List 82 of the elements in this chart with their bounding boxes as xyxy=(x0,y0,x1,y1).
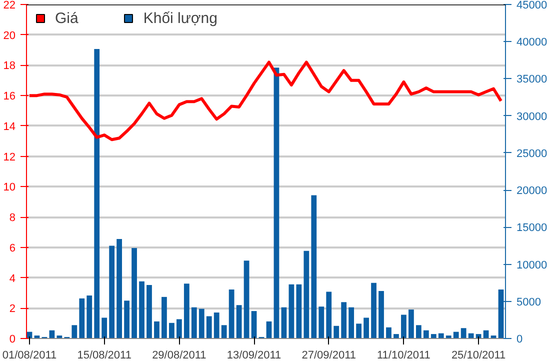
bar xyxy=(460,328,466,338)
bar xyxy=(102,318,108,338)
y-tick-label: 18 xyxy=(3,60,16,72)
bar xyxy=(274,68,280,338)
y2-tick-label: 45000 xyxy=(516,0,548,12)
bar xyxy=(288,284,294,338)
bar xyxy=(244,260,250,338)
y2-tick-label: 0 xyxy=(516,334,523,346)
bar xyxy=(146,285,152,338)
y-tick-label: 10 xyxy=(3,182,16,194)
bar xyxy=(86,295,92,338)
bar xyxy=(266,321,272,338)
bar xyxy=(169,322,174,338)
bar xyxy=(334,326,340,338)
bar xyxy=(251,311,257,338)
bar xyxy=(416,325,422,338)
legend-label: Giá xyxy=(55,10,78,26)
bar xyxy=(162,296,167,338)
y2-tick-label: 5000 xyxy=(516,296,541,308)
bar xyxy=(386,327,392,338)
bar xyxy=(79,298,85,338)
bar xyxy=(348,307,354,338)
bar xyxy=(124,300,130,338)
y2-tick-label: 30000 xyxy=(516,110,548,123)
bar xyxy=(311,195,317,338)
y2-tick-label: 20000 xyxy=(516,185,548,198)
bar xyxy=(176,319,182,338)
y2-tick-label: 10000 xyxy=(516,259,548,272)
bar xyxy=(401,314,406,338)
bar xyxy=(423,330,429,338)
y2-tick-label: 35000 xyxy=(516,74,548,86)
bar xyxy=(408,310,414,338)
bar xyxy=(341,302,347,338)
y-tick-label: 0 xyxy=(9,334,16,346)
x-tick-label: 15/08/2011 xyxy=(77,350,132,362)
x-tick-label: 25/10/2011 xyxy=(451,350,506,362)
bar xyxy=(109,246,115,338)
x-tick-label: 13/09/2011 xyxy=(226,350,282,362)
x-tick-label: 27/09/2011 xyxy=(302,350,356,362)
bar xyxy=(206,316,212,338)
y-tick-label: 14 xyxy=(3,120,16,133)
bar xyxy=(378,291,384,338)
bar xyxy=(498,290,504,338)
y-tick-label: 8 xyxy=(9,212,16,224)
bar xyxy=(228,290,234,338)
bar xyxy=(453,332,459,338)
x-tick-label: 01/08/2011 xyxy=(2,350,57,362)
bar xyxy=(296,284,302,338)
bar xyxy=(72,325,78,338)
x-tick-label: 29/08/2011 xyxy=(152,350,206,362)
legend-label: Khối lượng xyxy=(143,10,218,26)
bar xyxy=(356,324,362,338)
y-tick-label: 20 xyxy=(3,30,16,42)
bar xyxy=(326,292,332,338)
bar xyxy=(184,284,190,338)
y2-tick-label: 40000 xyxy=(516,36,548,49)
bar xyxy=(221,325,227,338)
y-tick-label: 16 xyxy=(3,90,16,103)
bar xyxy=(116,239,122,338)
bar xyxy=(236,305,242,338)
y2-tick-label: 25000 xyxy=(516,148,548,160)
bar xyxy=(281,307,287,338)
bar xyxy=(132,248,137,338)
bar xyxy=(139,281,144,338)
y-tick-label: 4 xyxy=(9,272,16,285)
y2-tick-label: 15000 xyxy=(516,222,548,234)
y-tick-label: 12 xyxy=(3,151,16,164)
bar xyxy=(214,312,220,338)
bar xyxy=(430,334,436,338)
y-tick-label: 22 xyxy=(3,0,16,12)
bar xyxy=(364,318,369,338)
bar xyxy=(318,306,324,338)
bar xyxy=(154,321,160,338)
bar xyxy=(394,334,399,338)
bar xyxy=(304,250,310,338)
y-tick-label: 2 xyxy=(9,303,16,316)
bar xyxy=(94,49,100,338)
bar xyxy=(198,308,204,338)
x-tick-label: 11/10/2011 xyxy=(377,350,430,362)
bar xyxy=(371,282,376,338)
bar xyxy=(191,307,197,338)
y-tick-label: 6 xyxy=(9,242,16,254)
